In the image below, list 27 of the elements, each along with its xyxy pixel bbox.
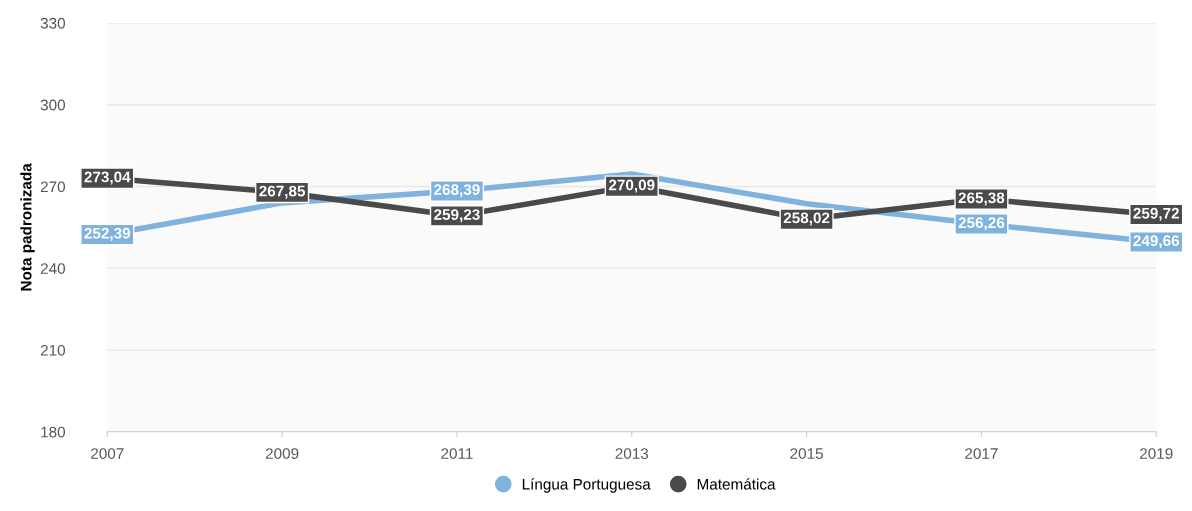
data-label: 249,66 [1133, 235, 1180, 249]
data-label: 265,38 [958, 192, 1005, 206]
data-label: 270,09 [608, 179, 655, 193]
x-tick-label: 2007 [91, 448, 124, 459]
y-tick-label: 180 [41, 426, 66, 438]
legend-label: Língua Portuguesa [522, 478, 651, 493]
y-tick-label: 270 [40, 181, 66, 193]
x-tick-label: 2017 [965, 448, 998, 459]
y-tick-label: 300 [40, 99, 66, 111]
data-label: 259,23 [434, 209, 480, 223]
x-tick-label: 2013 [615, 448, 649, 459]
y-tick-label: 330 [40, 17, 66, 29]
data-label: 258,02 [783, 212, 830, 226]
legend-label: Matemática [697, 478, 776, 490]
x-tick-label: 2019 [1140, 448, 1173, 459]
data-label: 268,39 [434, 184, 480, 198]
x-tick-label: 2009 [265, 448, 299, 459]
data-label: 256,26 [958, 217, 1005, 231]
data-label: 259,72 [1133, 207, 1179, 221]
y-tick-label: 240 [40, 263, 66, 274]
data-label: 273,04 [84, 171, 131, 185]
data-label: 267,85 [259, 185, 306, 199]
y-tick-label: 210 [40, 344, 66, 356]
data-label: 252,39 [84, 227, 131, 241]
y-axis-title: Nota padronizada [20, 163, 35, 291]
x-tick-label: 2015 [790, 448, 823, 459]
x-tick-label: 2011 [441, 448, 473, 459]
